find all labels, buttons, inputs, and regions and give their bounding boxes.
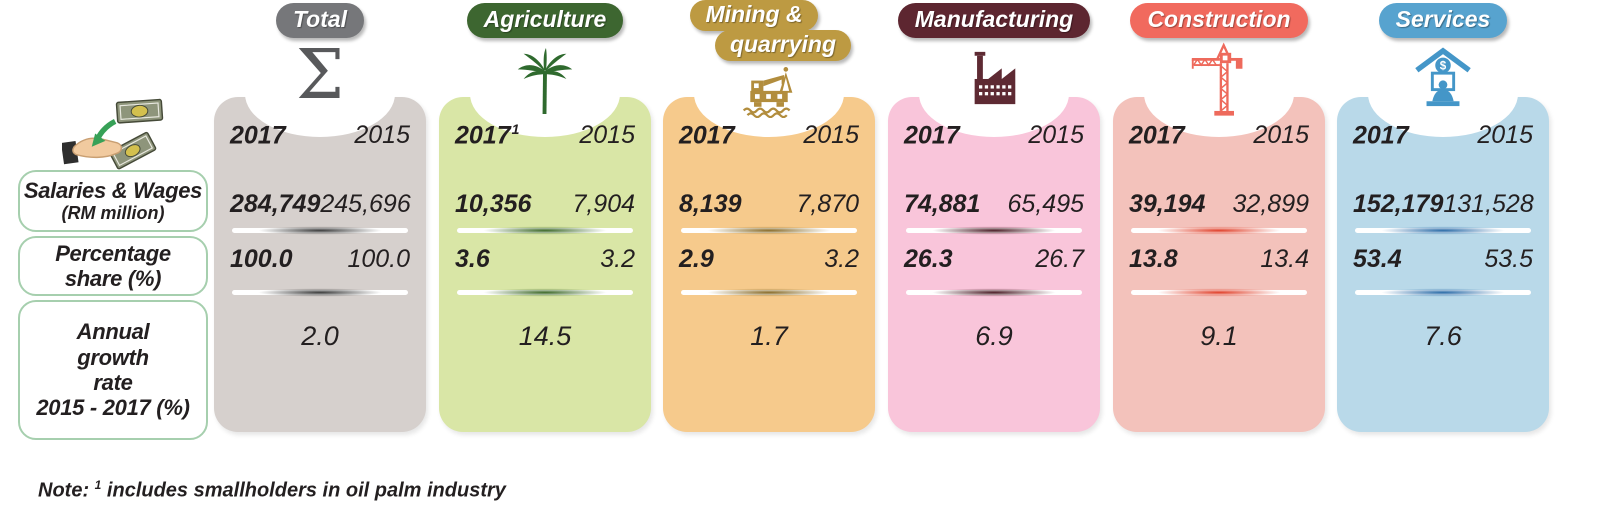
growth-value: 7.6 [1424,321,1462,351]
divider [232,288,408,297]
growth-value: 9.1 [1200,321,1238,351]
salaries-values: 10,356 7,904 [455,190,635,218]
badge-construction: Construction [1113,3,1325,38]
sector-card-agriculture: 20171 2015 10,356 7,904 3.6 3.2 14.5 [439,51,651,432]
growth-value: 6.9 [975,321,1013,351]
divider [906,226,1082,235]
row-label-salaries: Salaries & Wages (RM million) [18,170,208,232]
sector-column-total: Total Σ 2017 2015 284,749 245,696 100.0 … [214,0,426,445]
sector-column-manufacturing: Manufacturing [888,0,1100,445]
share-values: 53.4 53.5 [1353,245,1533,273]
salaries-values: 284,749 245,696 [230,190,411,218]
salaries-values: 74,881 65,495 [904,190,1084,218]
footnote-superscript: 1 [94,478,102,492]
service-counter-icon: $ [1412,42,1474,114]
sector-column-agriculture: Agriculture 20171 2015 10,356 7,90 [439,0,651,445]
year-header: 2017 2015 [904,121,1084,150]
salaries-values: 152,179 131,528 [1353,190,1534,218]
footnote: Note: 1 includes smallholders in oil pal… [38,478,506,502]
divider [906,288,1082,297]
badge-total: Total [214,3,426,38]
divider [1355,288,1531,297]
factory-icon [963,48,1025,108]
footnote-marker: 1 [511,121,520,137]
sector-card-mining-quarrying: 2017 2015 8,139 7,870 2.9 3.2 1.7 [663,51,875,432]
year-header: 2017 2015 [1129,121,1309,150]
sector-column-services: Services $ 2017 2015 152,179 131,528 [1337,0,1549,445]
palm-tree-icon [515,46,575,116]
divider [457,226,633,235]
badge-mining-quarrying: Mining & quarrying [663,0,875,61]
row-label-salaries-unit: (RM million) [61,203,165,224]
sector-card-manufacturing: 2017 2015 74,881 65,495 26.3 26.7 6.9 [888,51,1100,432]
divider [1131,288,1307,297]
year-header: 2017 2015 [679,121,859,150]
year-header: 2017 2015 [230,121,410,150]
sigma-icon: Σ [295,36,345,115]
divider [681,288,857,297]
row-label-salaries-title: Salaries & Wages [23,178,203,203]
card-notch [245,51,395,137]
row-label-share: Percentage share (%) [18,236,208,296]
salaries-values: 8,139 7,870 [679,190,859,218]
divider [457,288,633,297]
crane-icon [1189,42,1249,118]
oil-rig-icon [738,60,800,119]
sector-card-services: 2017 2015 152,179 131,528 53.4 53.5 7.6 [1337,51,1549,432]
share-values: 26.3 26.7 [904,245,1084,273]
row-label-growth: Annual growth rate 2015 - 2017 (%) [18,300,208,440]
divider [681,226,857,235]
badge-manufacturing: Manufacturing [888,3,1100,38]
share-values: 13.8 13.4 [1129,245,1309,273]
sector-card-total: 2017 2015 284,749 245,696 100.0 100.0 2.… [214,51,426,432]
share-values: 100.0 100.0 [230,245,410,273]
share-values: 3.6 3.2 [455,245,635,273]
badge-agriculture: Agriculture [439,3,651,38]
divider [1131,226,1307,235]
svg-text:$: $ [1440,59,1447,72]
growth-value: 1.7 [750,321,788,351]
divider [1355,226,1531,235]
badge-services: Services [1337,3,1549,38]
sector-card-construction: 2017 2015 39,194 32,899 13.8 13.4 9.1 [1113,51,1325,432]
salaries-values: 39,194 32,899 [1129,190,1309,218]
sector-column-mining-quarrying: Mining & quarrying [663,0,875,445]
growth-value: 2.0 [301,321,339,351]
year-header: 2017 2015 [1353,121,1533,150]
year-header: 20171 2015 [455,121,635,150]
salary-money-icon [62,98,164,170]
share-values: 2.9 3.2 [679,245,859,273]
sector-column-construction: Construction 2017 2 [1113,0,1325,445]
growth-value: 14.5 [518,321,572,351]
divider [232,226,408,235]
